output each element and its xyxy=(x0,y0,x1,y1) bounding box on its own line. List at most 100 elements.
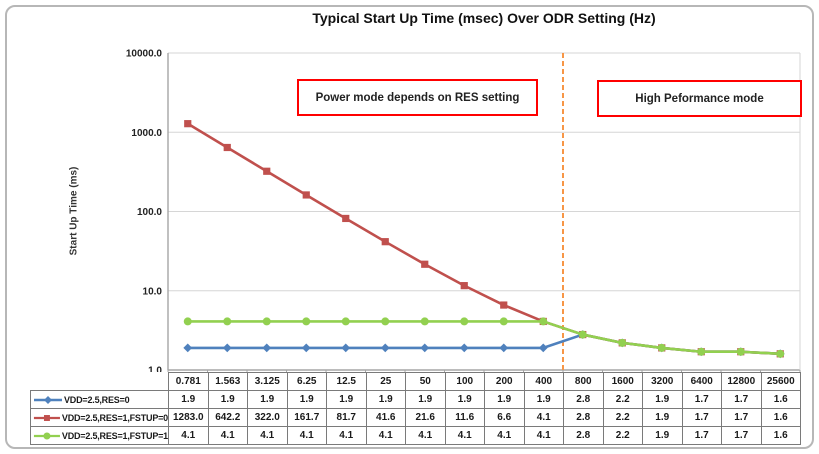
value-cell: 21.6 xyxy=(405,408,446,427)
data-point-marker xyxy=(301,343,311,353)
data-point-marker xyxy=(184,120,192,128)
value-cell: 1.9 xyxy=(326,390,367,409)
value-cell: 11.6 xyxy=(444,408,485,427)
legend-marker-icon xyxy=(33,431,60,440)
series-line xyxy=(187,122,781,356)
value-cell: 4.1 xyxy=(168,426,209,445)
data-point-marker xyxy=(262,343,272,353)
data-point-marker xyxy=(421,260,429,268)
odr-header-cell: 1600 xyxy=(602,372,643,391)
odr-header-cell: 12.5 xyxy=(326,372,367,391)
value-cell: 1.6 xyxy=(760,426,801,445)
value-cell: 642.2 xyxy=(207,408,248,427)
odr-header-cell: 400 xyxy=(523,372,564,391)
value-cell: 4.1 xyxy=(365,426,406,445)
data-point-marker xyxy=(381,238,389,246)
series-legend-cell: VDD=2.5,RES=0 xyxy=(30,390,169,409)
value-cell: 4.1 xyxy=(484,426,525,445)
value-cell: 1.9 xyxy=(168,390,209,409)
data-point-marker xyxy=(460,317,469,326)
value-cell: 2.8 xyxy=(563,408,604,427)
data-point-marker xyxy=(183,317,192,326)
data-point-marker xyxy=(341,317,350,326)
data-point-marker xyxy=(420,317,429,326)
data-point-marker xyxy=(578,330,587,339)
value-cell: 1.9 xyxy=(405,390,446,409)
y-tick-label: 1.0 xyxy=(148,366,162,373)
value-cell: 161.7 xyxy=(286,408,327,427)
data-point-marker xyxy=(539,317,548,326)
data-point-marker xyxy=(380,343,390,353)
value-cell: 2.2 xyxy=(602,426,643,445)
value-cell: 1.9 xyxy=(365,390,406,409)
table-corner-blank xyxy=(31,373,169,391)
y-tick-label: 10.0 xyxy=(143,286,163,297)
value-cell: 1.7 xyxy=(681,390,722,409)
value-cell: 1.9 xyxy=(642,408,683,427)
series-label: VDD=2.5,RES=1,FSTUP=1 xyxy=(61,430,168,441)
data-point-marker xyxy=(222,343,232,353)
value-cell: 4.1 xyxy=(523,426,564,445)
data-point-marker xyxy=(499,343,509,353)
data-point-marker xyxy=(381,317,390,326)
odr-header-cell: 3200 xyxy=(642,372,683,391)
data-point-marker xyxy=(302,191,310,199)
data-point-marker xyxy=(342,214,350,223)
odr-header-cell: 25600 xyxy=(760,372,801,391)
value-cell: 1.7 xyxy=(681,408,722,427)
odr-header-cell: 25 xyxy=(365,372,406,391)
value-cell: 2.2 xyxy=(602,408,643,427)
value-cell: 1.7 xyxy=(721,426,762,445)
value-cell: 4.1 xyxy=(405,426,446,445)
value-cell: 1.9 xyxy=(207,390,248,409)
series-line xyxy=(187,320,781,356)
series-legend-cell: VDD=2.5,RES=1,FSTUP=1 xyxy=(30,426,169,445)
value-cell: 4.1 xyxy=(444,426,485,445)
annotation-power-mode-label: Power mode depends on RES setting xyxy=(315,91,520,104)
data-point-marker xyxy=(302,317,311,326)
series-label: VDD=2.5,RES=1,FSTUP=0 xyxy=(61,412,168,423)
value-cell: 1.9 xyxy=(523,390,564,409)
y-tick-label: 10000.0 xyxy=(126,49,163,60)
value-cell: 4.1 xyxy=(247,426,288,445)
chart-title: Typical Start Up Time (msec) Over ODR Se… xyxy=(312,10,656,26)
value-cell: 41.6 xyxy=(365,408,406,427)
table-row: VDD=2.5,RES=1,FSTUP=1 4.1 4.1 4.1 4.1 4.1 4.1 4… xyxy=(30,426,801,445)
odr-header-cell: 50 xyxy=(405,372,446,391)
annotation-high-performance-label: High Peformance mode xyxy=(635,92,764,105)
line-chart: 10000.0 1000.0 100.0 10.0 1.0 xyxy=(126,49,801,373)
value-cell: 1.9 xyxy=(642,426,683,445)
data-point-marker xyxy=(459,343,469,353)
data-point-marker xyxy=(460,282,468,290)
value-cell: 2.2 xyxy=(602,390,643,409)
legend-marker-icon xyxy=(34,395,62,404)
value-cell: 1.6 xyxy=(760,390,801,409)
legend-marker-icon xyxy=(33,414,60,421)
y-tick-label: 1000.0 xyxy=(131,128,162,139)
odr-header-cell: 3.125 xyxy=(247,372,288,391)
data-point-marker xyxy=(500,301,508,309)
data-point-marker xyxy=(183,343,193,353)
annotation-high-performance-box: High Peformance mode xyxy=(597,80,802,117)
value-cell: 1283.0 xyxy=(168,408,209,427)
data-point-marker xyxy=(223,317,232,326)
annotation-power-mode-box: Power mode depends on RES setting xyxy=(297,79,538,116)
data-point-marker xyxy=(736,347,745,356)
value-cell: 1.9 xyxy=(444,390,485,409)
value-cell: 1.7 xyxy=(721,408,762,427)
data-point-marker xyxy=(262,317,271,326)
value-cell: 2.8 xyxy=(563,426,604,445)
y-tick-label: 100.0 xyxy=(137,207,162,218)
data-point-marker xyxy=(776,349,785,358)
value-cell: 81.7 xyxy=(326,408,367,427)
data-table: 0.781 1.563 3.125 6.25 12.5 25 50 100 200 400 800 1… xyxy=(30,372,801,445)
value-cell: 1.9 xyxy=(484,390,525,409)
odr-header-cell: 200 xyxy=(484,372,525,391)
table-row: VDD=2.5,RES=1,FSTUP=0 1283.0 642.2 322.0 161… xyxy=(30,408,801,427)
odr-header-cell: 0.781 xyxy=(168,372,209,391)
data-point-marker xyxy=(697,347,706,356)
value-cell: 4.1 xyxy=(207,426,248,445)
value-cell: 6.6 xyxy=(484,408,525,427)
odr-header-cell: 12800 xyxy=(721,372,762,391)
